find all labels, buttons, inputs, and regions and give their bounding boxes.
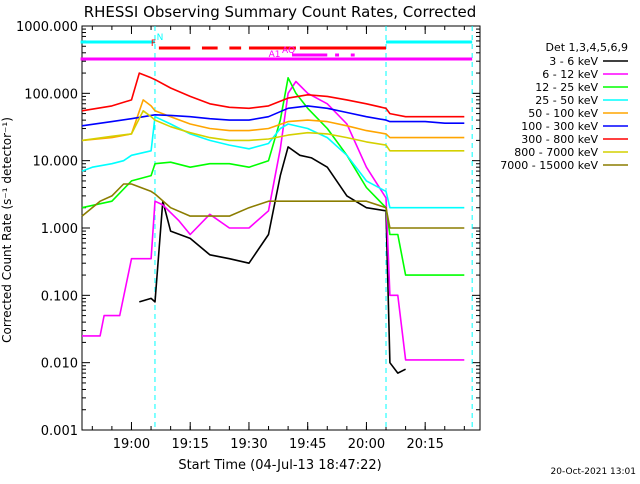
flag-label-f: F xyxy=(151,39,156,49)
series-line-6 xyxy=(81,72,465,118)
legend-title: Det 1,3,4,5,6,9 xyxy=(545,41,628,54)
x-axis-label: Start Time (04-Jul-13 18:47:22) xyxy=(178,458,381,473)
y-tick-label: 0.001 xyxy=(41,424,78,439)
y-tick-label: 1000.000 xyxy=(16,20,78,35)
x-tick-label: 20:15 xyxy=(406,437,443,452)
series-line-7 xyxy=(81,110,465,152)
legend-entry-label: 25 - 50 keV xyxy=(535,94,598,107)
legend-entry-label: 300 - 800 keV xyxy=(521,133,598,146)
flag-label-n: N xyxy=(157,33,164,43)
y-tick-label: 10.000 xyxy=(33,155,79,170)
y-tick-label: 1.000 xyxy=(41,222,78,237)
legend-entry-label: 12 - 25 keV xyxy=(535,81,598,94)
y-tick-label: 0.100 xyxy=(41,289,78,304)
series-line-5 xyxy=(81,105,465,127)
legend-entry-label: 6 - 12 keV xyxy=(542,68,598,81)
y-tick-label: 0.010 xyxy=(41,357,78,372)
legend-entry-label: 3 - 6 keV xyxy=(549,55,598,68)
chart-title: RHESSI Observing Summary Count Rates, Co… xyxy=(84,3,477,21)
flag-label-a1: A1 xyxy=(269,50,281,60)
legend-entry-label: 100 - 300 keV xyxy=(521,120,598,133)
flag-label-aq: AQ xyxy=(282,46,295,56)
series-line-8 xyxy=(81,183,465,229)
x-tick-label: 19:30 xyxy=(230,437,267,452)
y-axis-label: Corrected Count Rate (s⁻¹ detector⁻¹) xyxy=(0,117,14,343)
x-tick-label: 19:45 xyxy=(289,437,326,452)
x-tick-label: 19:15 xyxy=(171,437,208,452)
plot-area: 1000.000 100.000 10.000 1.000 0.100 0.010 0.00… xyxy=(16,20,481,452)
series-line-3 xyxy=(81,115,465,209)
legend-entry-label: 7000 - 15000 keV xyxy=(500,159,598,172)
y-tick-label: 100.000 xyxy=(24,87,78,102)
legend-entry-label: 50 - 100 keV xyxy=(528,107,598,120)
series-line-2 xyxy=(81,77,465,276)
x-tick-label: 20:00 xyxy=(348,437,385,452)
plot-timestamp: 20-Oct-2021 13:01 xyxy=(551,467,636,477)
legend-entry-label: 800 - 7000 keV xyxy=(514,146,598,159)
series-line-0 xyxy=(139,146,406,374)
series-line-4 xyxy=(81,99,465,142)
x-tick-label: 19:00 xyxy=(113,437,150,452)
series-line-1 xyxy=(82,80,465,361)
